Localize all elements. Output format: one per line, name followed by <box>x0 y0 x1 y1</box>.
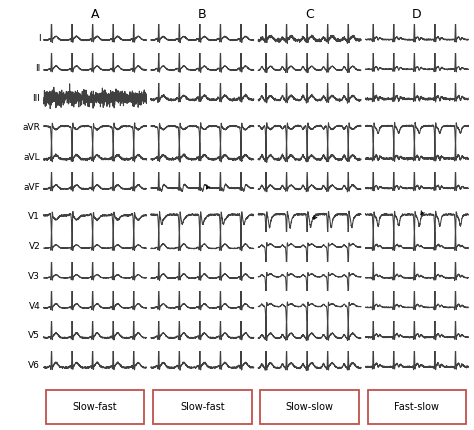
Text: aVR: aVR <box>22 123 40 132</box>
Text: V3: V3 <box>28 272 40 281</box>
Text: V4: V4 <box>28 302 40 311</box>
Text: Slow-fast: Slow-fast <box>180 402 225 412</box>
Text: Slow-fast: Slow-fast <box>73 402 118 412</box>
Text: D: D <box>412 9 422 22</box>
Text: V5: V5 <box>28 332 40 341</box>
Text: aVF: aVF <box>24 183 40 192</box>
Text: III: III <box>32 93 40 102</box>
Text: I: I <box>37 34 40 43</box>
Text: V6: V6 <box>28 361 40 370</box>
Text: V1: V1 <box>28 212 40 221</box>
Text: aVL: aVL <box>24 153 40 162</box>
Text: C: C <box>305 9 314 22</box>
Text: V2: V2 <box>28 242 40 251</box>
Text: Slow-slow: Slow-slow <box>285 402 334 412</box>
Text: B: B <box>198 9 207 22</box>
Text: A: A <box>91 9 100 22</box>
Text: II: II <box>35 64 40 73</box>
Text: Fast-slow: Fast-slow <box>394 402 439 412</box>
